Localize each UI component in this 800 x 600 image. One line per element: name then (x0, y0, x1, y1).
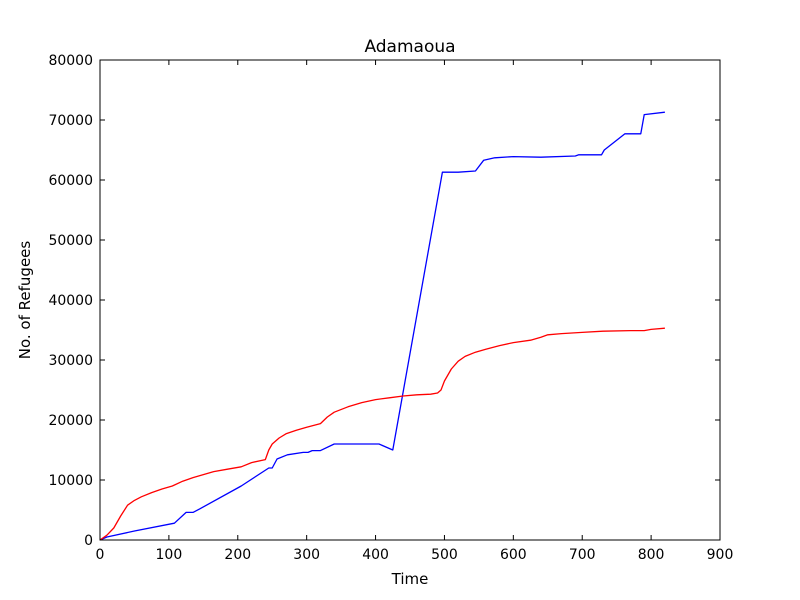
x-tick-label: 400 (362, 547, 389, 563)
y-tick-label: 60000 (48, 173, 93, 189)
x-tick-label: 800 (638, 547, 665, 563)
y-tick-label: 40000 (48, 293, 93, 309)
x-tick-label: 300 (293, 547, 320, 563)
x-tick-label: 900 (707, 547, 734, 563)
tick-layer: 0 100 200 300 400 500 600 700 800 900 0 10000 20000 3… (48, 53, 733, 563)
y-tick-label: 50000 (48, 233, 93, 249)
y-tick-label: 30000 (48, 353, 93, 369)
x-tick-label: 200 (224, 547, 251, 563)
y-axis-title: No. of Refugees (16, 241, 34, 360)
series-layer (99, 111, 665, 541)
y-tick-label: 70000 (48, 113, 93, 129)
x-tick-label: 500 (431, 547, 458, 563)
x-tick-label: 600 (500, 547, 527, 563)
x-axis-title: Time (391, 570, 429, 588)
chart-title: Adamaoua (364, 37, 455, 57)
y-tick-label: 0 (84, 533, 93, 549)
y-tick-label: 10000 (48, 473, 93, 489)
x-tick-label: 100 (156, 547, 183, 563)
x-tick-label: 700 (569, 547, 596, 563)
y-tick-label: 20000 (48, 413, 93, 429)
x-tick-label: 0 (96, 547, 105, 563)
series-line-2 (99, 327, 665, 541)
y-tick-label: 80000 (48, 53, 93, 69)
series-line-1 (99, 111, 665, 541)
